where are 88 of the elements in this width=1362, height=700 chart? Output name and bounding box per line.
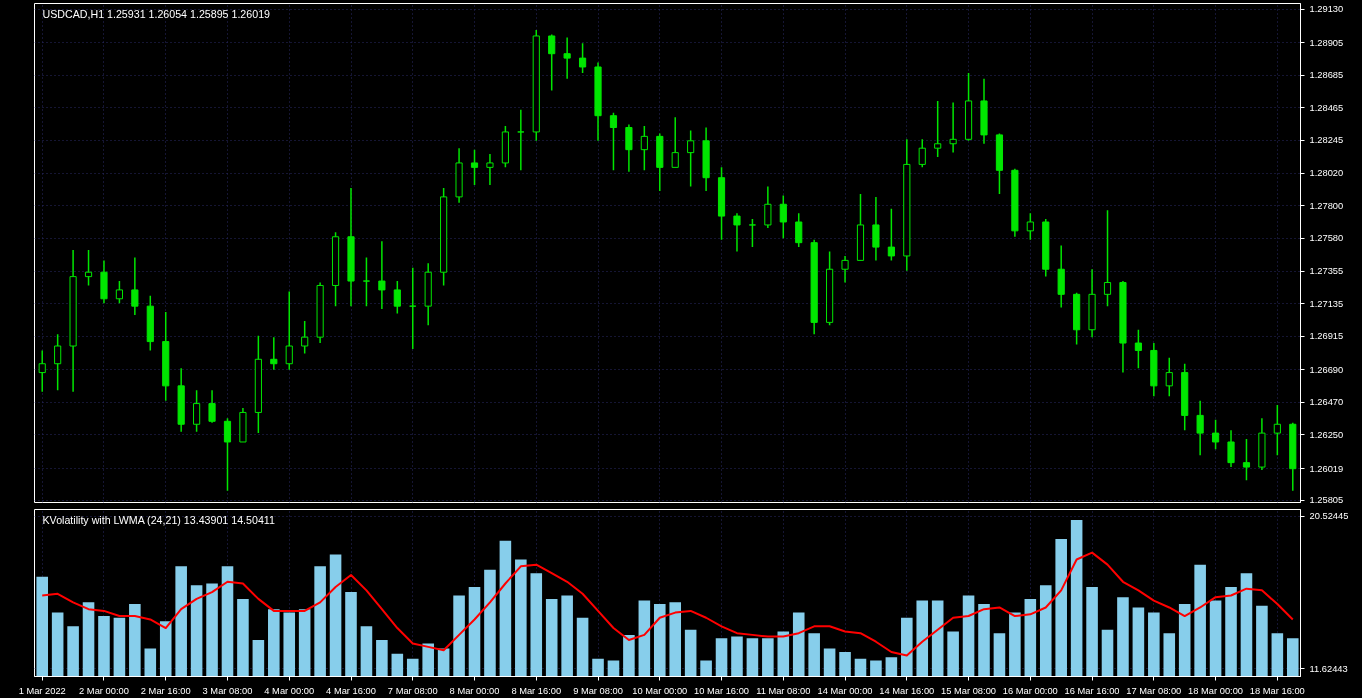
x-tick-label: 8 Mar 00:00 [449,685,500,696]
candlestick [764,185,772,229]
y-tick-label: 1.26915 [1309,331,1344,342]
candlestick [301,320,309,355]
x-tick-label: 18 Mar 16:00 [1249,685,1305,696]
y-tick-label: 1.28245 [1309,135,1344,146]
x-tick-label: 9 Mar 08:00 [573,685,623,696]
candlestick [517,109,525,172]
candlestick [54,333,62,392]
candlestick [609,112,618,172]
candlestick [270,336,278,371]
candlestick [1242,438,1251,482]
candlestick [208,389,216,424]
x-tick-label: 7 Mar 08:00 [387,685,438,696]
candlestick [1103,209,1112,307]
candlestick [887,207,895,262]
candlestick [362,256,371,307]
candlestick [548,33,556,92]
y-tick-label: 1.25805 [1309,495,1344,506]
x-tick-label: 2 Mar 00:00 [79,685,129,696]
x-tick-label: 1 Mar 2022 [18,685,66,696]
chart-title: KVolatility with LWMA (24,21) 13.43901 14.50411 [42,513,275,526]
y-tick-label: 1.28465 [1309,102,1344,113]
y-tick-label: 1.27135 [1309,298,1344,309]
candlestick [687,129,695,188]
candlestick [38,349,46,393]
candlestick [1212,419,1220,451]
x-tick-label: 11 Mar 08:00 [756,685,811,696]
x-tick-label: 4 Mar 16:00 [326,685,376,696]
candlestick [393,280,401,315]
y-tick-label: 1.26690 [1309,364,1344,375]
x-tick-label: 16 Mar 16:00 [1064,685,1120,696]
candlestick [1026,212,1034,241]
candlestick [872,196,880,262]
y-tick-label: 1.29130 [1309,4,1344,15]
candlestick [795,212,803,248]
y-tick-label: 1.28020 [1309,168,1344,179]
y-tick-label: 1.27580 [1309,233,1344,244]
x-tick-label: 15 Mar 08:00 [941,685,997,696]
y-tick-label: 1.28905 [1309,37,1344,48]
candlestick [1134,329,1142,369]
candlestick [285,290,293,371]
y-tick-label: 1.27800 [1309,200,1344,211]
line-series [41,551,1294,657]
candlestick [579,42,587,74]
candlestick [625,123,633,173]
x-tick-label: 16 Mar 00:00 [1002,685,1058,696]
x-tick-label: 8 Mar 16:00 [511,685,562,696]
candlestick [918,138,926,169]
chart-title: USDCAD,H1 1.25931 1.26054 1.25895 1.26019 [42,7,271,20]
candlestick [223,417,232,492]
candlestick [733,212,741,253]
candlestick [1196,399,1204,457]
x-tick-label: 10 Mar 16:00 [694,685,750,696]
y-tick-label: 1.26250 [1309,429,1344,440]
candlestick [841,255,849,284]
candlestick [378,240,386,310]
candlestick [1273,404,1281,457]
candlestick [1165,357,1173,397]
candlestick [486,153,494,186]
candlestick [470,148,479,186]
y-tick-label: 1.26470 [1309,397,1344,408]
candlestick [563,36,571,80]
x-tick-label: 4 Mar 00:00 [264,685,315,696]
candlestick [131,256,139,316]
x-tick-label: 10 Mar 00:00 [632,685,688,696]
candlestick [193,389,201,433]
candlestick [779,194,787,239]
candlestick [671,116,679,169]
x-tick-label: 18 Mar 00:00 [1188,685,1244,696]
x-tick-label: 3 Mar 08:00 [202,685,253,696]
x-tick-label: 14 Mar 16:00 [879,685,935,696]
y-tick-label: 1.26019 [1309,463,1344,474]
y-tick-label: 1.27355 [1309,266,1344,277]
candlestick [1227,429,1235,468]
y-tick-label: 11.62443 [1309,663,1348,674]
x-tick-label: 17 Mar 08:00 [1126,685,1182,696]
y-tick-label: 1.28685 [1309,70,1344,81]
candlestick [84,249,93,287]
candlestick [934,100,942,158]
candlestick [115,280,123,304]
x-tick-label: 14 Mar 00:00 [817,685,873,696]
x-tick-label: 2 Mar 16:00 [140,685,191,696]
candlestick [748,218,756,248]
candlestick [640,125,648,172]
candlestick [949,101,957,154]
candlestick [409,267,417,350]
y-tick-label: 20.52445 [1309,511,1349,522]
